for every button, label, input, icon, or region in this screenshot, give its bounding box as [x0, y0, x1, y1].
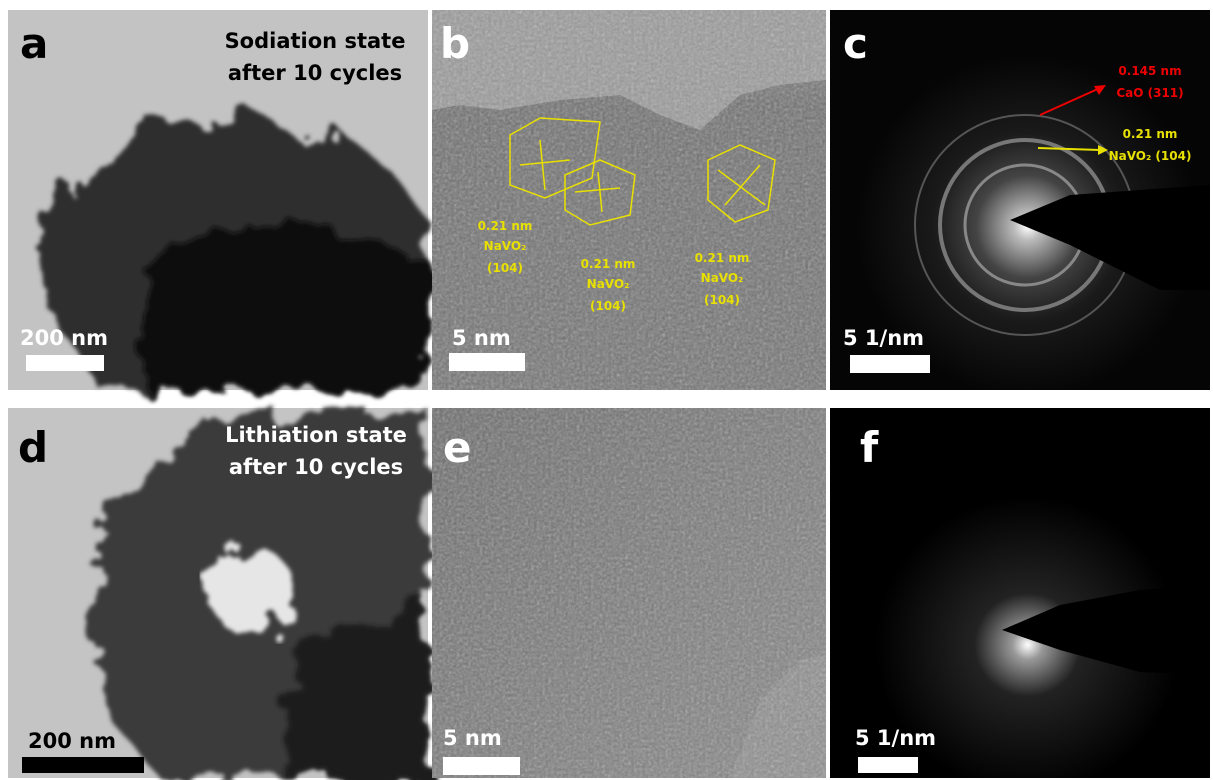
panel-a: a Sodiation state after 10 cycles 200 nm [8, 10, 428, 390]
annotation: 0.145 nm [1118, 64, 1181, 78]
panel-label: d [18, 423, 48, 472]
annotation: 0.21 nm [695, 251, 750, 265]
scale-bar [26, 355, 104, 371]
amorphous-texture [432, 408, 826, 778]
bright-region [208, 545, 292, 635]
annotation: NaVO₂ (104) [1109, 149, 1192, 163]
scale-bar-label: 5 nm [443, 726, 502, 750]
panel-label: c [843, 19, 868, 68]
annotation: NaVO₂ [587, 277, 630, 291]
panel-label: e [443, 423, 472, 472]
scale-bar-label: 5 nm [452, 326, 511, 350]
scale-bar [850, 355, 930, 373]
panel-c: c 0.145 nm CaO (311) 0.21 nm NaVO₂ (104)… [830, 10, 1210, 390]
annotation: CaO (311) [1116, 86, 1183, 100]
scale-bar-label: 200 nm [20, 326, 108, 350]
panel-label: b [440, 19, 470, 68]
scale-bar-label: 5 1/nm [855, 726, 936, 750]
annotation: 0.21 nm [478, 219, 533, 233]
scale-bar [449, 353, 525, 371]
panel-b: b 0.21 nm NaVO₂ (104) 0.21 nm NaVO₂ (104… [432, 10, 826, 390]
panel-e: e 5 nm [432, 408, 826, 778]
scale-bar [858, 757, 918, 773]
caption: Sodiation state [225, 29, 406, 53]
scale-bar [443, 757, 520, 775]
panel-d: d Lithiation state after 10 cycles 200 n… [8, 408, 428, 778]
scale-bar-label: 5 1/nm [843, 326, 924, 350]
figure: a Sodiation state after 10 cycles 200 nm… [0, 0, 1213, 780]
annotation: (104) [487, 261, 523, 275]
panel-f: f 5 1/nm [830, 408, 1210, 778]
annotation: 0.21 nm [581, 257, 636, 271]
caption: Lithiation state [225, 423, 407, 447]
caption: after 10 cycles [228, 61, 402, 85]
scale-bar-label: 200 nm [28, 729, 116, 753]
annotation: 0.21 nm [1123, 127, 1178, 141]
annotation: NaVO₂ [484, 239, 527, 253]
panel-label: f [860, 423, 879, 472]
annotation: (104) [590, 299, 626, 313]
page: a Sodiation state after 10 cycles 200 nm… [0, 0, 1213, 780]
panel-label: a [20, 19, 48, 68]
annotation: (104) [704, 293, 740, 307]
scale-bar [22, 757, 144, 773]
annotation: NaVO₂ [701, 271, 744, 285]
caption: after 10 cycles [229, 455, 403, 479]
